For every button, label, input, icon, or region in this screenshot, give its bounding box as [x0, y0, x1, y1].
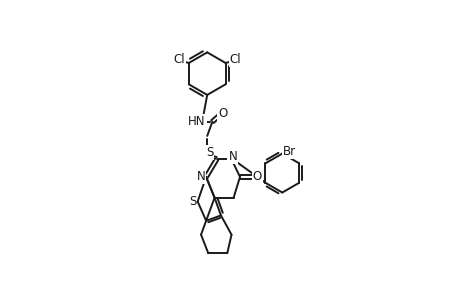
- Text: S: S: [206, 146, 213, 159]
- Text: Br: Br: [282, 145, 296, 158]
- Text: N: N: [228, 150, 237, 163]
- Text: S: S: [188, 195, 196, 208]
- Text: HN: HN: [188, 115, 205, 128]
- Text: Cl: Cl: [173, 53, 185, 66]
- Text: O: O: [252, 170, 261, 183]
- Text: Cl: Cl: [229, 53, 241, 66]
- Text: N: N: [196, 170, 205, 183]
- Text: O: O: [218, 107, 227, 120]
